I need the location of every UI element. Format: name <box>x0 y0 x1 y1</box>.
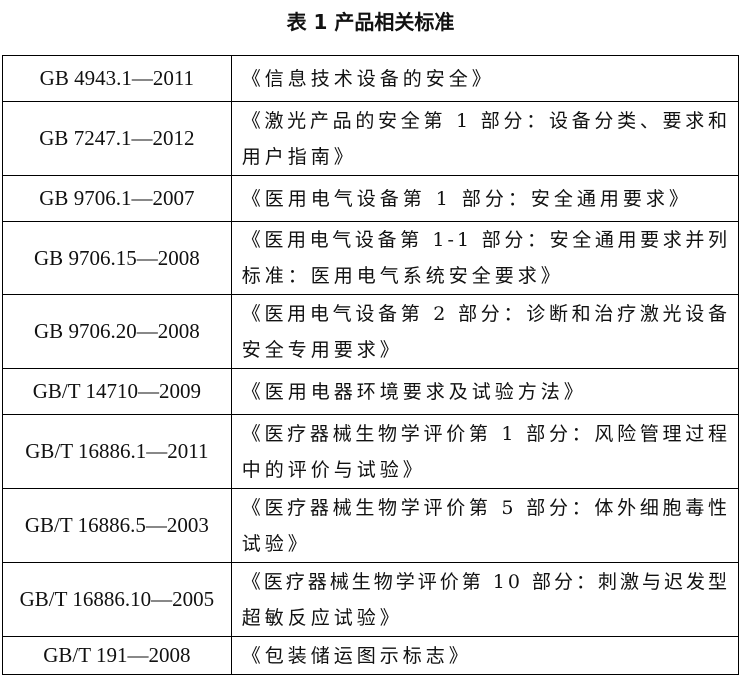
standard-name: 《信息技术设备的安全》 <box>230 55 740 102</box>
standard-name-line: 《激光产品的安全第 1 部分：设备分类、要求和 <box>241 109 730 132</box>
standard-code: GB 9706.15—2008 <box>2 221 232 295</box>
table-row: GB 9706.20—2008 《医用电气设备第 2 部分：诊断和治疗激光设备 安全… <box>2 294 740 369</box>
table-title: 表 1 产品相关标准 <box>286 10 455 34</box>
standard-code: GB 7247.1—2012 <box>2 101 232 176</box>
standard-code: GB/T 16886.10—2005 <box>2 562 232 637</box>
standard-code: GB/T 16886.1—2011 <box>2 414 232 489</box>
standard-name-line: 安全专用要求》 <box>241 338 403 361</box>
standard-name-line: 《医疗器械生物学评价第 10 部分：刺激与迟发型 <box>241 570 730 593</box>
table-row: GB/T 191—2008 《包装储运图示标志》 <box>2 636 740 675</box>
standard-name-line: 中的评价与试验》 <box>241 458 426 481</box>
standard-name-line: 《医用电气设备第 2 部分：诊断和治疗激光设备 <box>241 302 730 325</box>
standard-name-line: 《信息技术设备的安全》 <box>241 67 495 90</box>
standard-name-line: 《医用电器环境要求及试验方法》 <box>241 380 587 403</box>
table-row: GB 4943.1—2011 《信息技术设备的安全》 <box>2 55 740 102</box>
standard-name: 《医疗器械生物学评价第 10 部分：刺激与迟发型 超敏反应试验》 <box>230 562 740 637</box>
standard-code: GB/T 14710—2009 <box>2 368 232 415</box>
table-row: GB/T 16886.5—2003 《医疗器械生物学评价第 5 部分：体外细胞毒性… <box>2 488 740 563</box>
standard-code: GB 9706.20—2008 <box>2 294 232 369</box>
standard-code: GB 9706.1—2007 <box>2 175 232 222</box>
standards-table: GB 4943.1—2011 《信息技术设备的安全》 GB 7247.1—2012 《… <box>2 55 740 675</box>
standard-name: 《包装储运图示标志》 <box>230 636 740 675</box>
standard-name-line: 《医疗器械生物学评价第 1 部分：风险管理过程 <box>241 422 730 445</box>
standard-name-line: 《医用电气设备第 1 部分：安全通用要求》 <box>241 187 692 210</box>
standard-name-line: 试验》 <box>241 532 311 555</box>
standard-name-line: 《包装储运图示标志》 <box>241 644 472 667</box>
table-row: GB 9706.15—2008 《医用电气设备第 1-1 部分：安全通用要求并列标… <box>2 221 740 295</box>
table-row: GB/T 14710—2009 《医用电器环境要求及试验方法》 <box>2 368 740 415</box>
standard-code: GB/T 191—2008 <box>2 636 232 675</box>
standard-name-line: 标准：医用电气系统安全要求》 <box>241 265 564 287</box>
standard-name: 《医用电气设备第 1 部分：安全通用要求》 <box>230 175 740 222</box>
standard-name: 《医疗器械生物学评价第 1 部分：风险管理过程 中的评价与试验》 <box>230 414 740 489</box>
standard-name: 《激光产品的安全第 1 部分：设备分类、要求和 用户指南》 <box>230 101 740 176</box>
standard-name: 《医用电气设备第 2 部分：诊断和治疗激光设备 安全专用要求》 <box>230 294 740 369</box>
standard-name-line: 《医用电气设备第 1-1 部分：安全通用要求并列 <box>241 229 730 251</box>
standard-name-line: 《医疗器械生物学评价第 5 部分：体外细胞毒性 <box>241 496 730 519</box>
table-row: GB/T 16886.10—2005 《医疗器械生物学评价第 10 部分：刺激与迟… <box>2 562 740 637</box>
standard-name-line: 超敏反应试验》 <box>241 606 403 629</box>
table-row: GB 9706.1—2007 《医用电气设备第 1 部分：安全通用要求》 <box>2 175 740 222</box>
standard-code: GB/T 16886.5—2003 <box>2 488 232 563</box>
standard-name: 《医疗器械生物学评价第 5 部分：体外细胞毒性 试验》 <box>230 488 740 563</box>
table-row: GB/T 16886.1—2011 《医疗器械生物学评价第 1 部分：风险管理过程… <box>2 414 740 489</box>
standard-name-line: 用户指南》 <box>241 145 357 168</box>
standard-name: 《医用电器环境要求及试验方法》 <box>230 368 740 415</box>
table-row: GB 7247.1—2012 《激光产品的安全第 1 部分：设备分类、要求和 用户指… <box>2 101 740 176</box>
standard-name: 《医用电气设备第 1-1 部分：安全通用要求并列 标准：医用电气系统安全要求》 <box>230 221 740 295</box>
standard-code: GB 4943.1—2011 <box>2 55 232 102</box>
